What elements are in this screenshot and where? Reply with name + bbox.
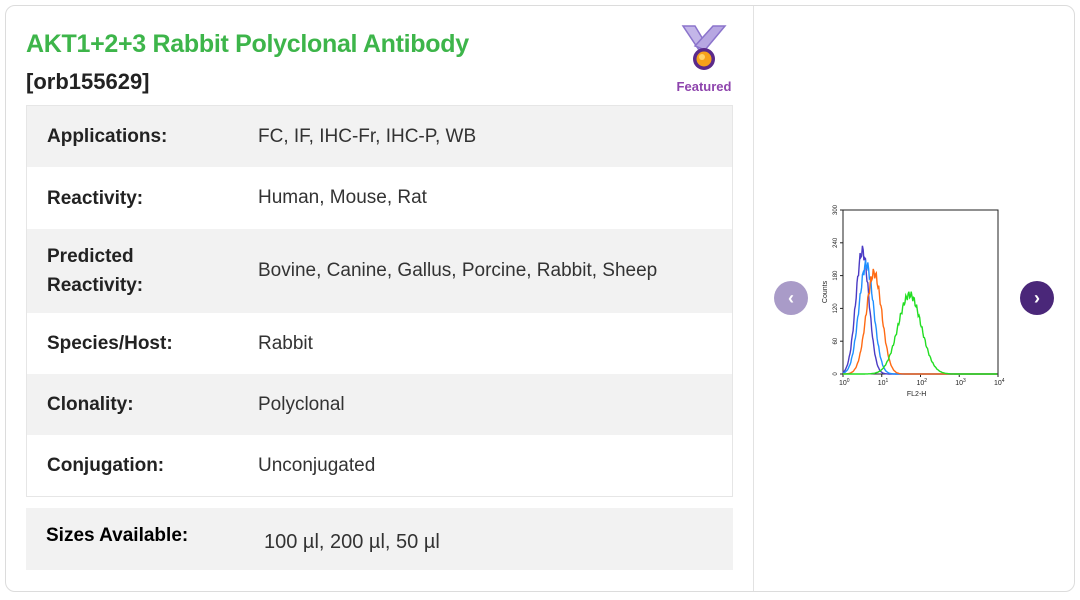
y-tick-label: 60 <box>833 337 839 344</box>
x-tick-label: 100 <box>839 378 850 387</box>
spec-label: Applications: <box>47 126 168 147</box>
spec-row: Conjugation: Unconjugated <box>27 435 732 496</box>
spec-row: Species/Host: Rabbit <box>27 313 732 374</box>
featured-label: Featured <box>676 79 732 94</box>
x-tick-exponent: 0 <box>847 378 850 384</box>
spec-label: Clonality: <box>47 394 134 415</box>
product-title: AKT1+2+3 Rabbit Polyclonal Antibody <box>26 30 469 58</box>
x-axis-label: FL2-H <box>907 391 926 398</box>
prev-image-button[interactable]: ‹ <box>774 281 808 315</box>
plot-frame <box>842 209 999 375</box>
divider <box>753 6 754 591</box>
spec-label: Conjugation: <box>47 455 165 476</box>
next-image-button[interactable]: › <box>1020 281 1054 315</box>
medal-icon <box>681 25 727 70</box>
spec-value: Unconjugated <box>258 454 376 476</box>
spec-value: FC, IF, IHC-Fr, IHC-P, WB <box>258 125 477 147</box>
product-card <box>5 5 1075 592</box>
x-tick-label: 104 <box>994 378 1005 387</box>
spec-row: Reactivity: Human, Mouse, Rat <box>27 167 732 229</box>
spec-label: Predicted Reactivity: <box>47 246 144 296</box>
sizes-row: Sizes Available: 100 µl, 200 µl, 50 µl <box>26 508 733 570</box>
y-tick-label: 300 <box>833 204 839 215</box>
spec-value: Polyclonal <box>258 393 345 415</box>
chevron-right-icon: › <box>1034 287 1040 308</box>
y-axis-label: Counts <box>822 280 829 303</box>
product-sku: [orb155629] <box>26 69 150 94</box>
x-tick-exponent: 2 <box>924 378 927 384</box>
sizes-label: Sizes Available: <box>46 524 189 546</box>
x-tick-label: 101 <box>878 378 889 387</box>
spec-label: Reactivity: <box>47 187 144 209</box>
y-tick-label: 240 <box>833 237 839 248</box>
histogram-green <box>843 291 998 375</box>
featured-badge: Featured <box>672 24 736 94</box>
spec-value: Human, Mouse, Rat <box>258 187 427 208</box>
spec-row: Predicted Reactivity: Bovine, Canine, Gal… <box>27 229 732 313</box>
x-tick-exponent: 4 <box>1002 378 1005 384</box>
spec-value: Bovine, Canine, Gallus, Porcine, Rabbit,… <box>258 260 658 281</box>
spec-label: Species/Host: <box>47 333 173 354</box>
x-tick-label: 103 <box>955 378 966 387</box>
x-tick-exponent: 3 <box>963 378 966 384</box>
y-tick-label: 0 <box>833 372 839 376</box>
y-tick-label: 180 <box>833 270 839 281</box>
y-tick-label: 120 <box>833 303 839 314</box>
spec-value: Rabbit <box>258 332 313 354</box>
spec-row: Applications: FC, IF, IHC-Fr, IHC-P, WB <box>27 106 732 167</box>
specs-table: Applications: FC, IF, IHC-Fr, IHC-P, WB Re… <box>26 105 733 497</box>
chevron-left-icon: ‹ <box>788 287 794 308</box>
x-tick-label: 102 <box>917 378 928 387</box>
x-tick-exponent: 1 <box>886 378 889 384</box>
sizes-value: 100 µl, 200 µl, 50 µl <box>264 531 440 553</box>
spec-row: Clonality: Polyclonal <box>27 374 732 435</box>
